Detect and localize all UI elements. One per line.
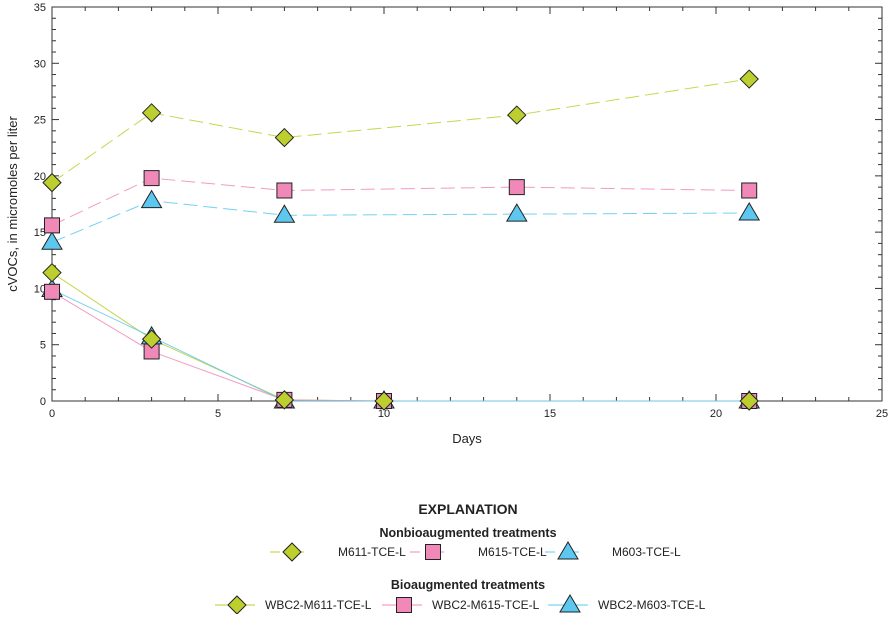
legend-label: M603-TCE-L <box>612 545 681 559</box>
point-WBC2-M611-TCE-L <box>42 262 62 283</box>
point-M603-TCE-L <box>273 204 296 223</box>
plot-frame <box>51 6 883 402</box>
legend-triangle-icon <box>559 594 581 613</box>
y-tick-label: 35 <box>34 2 46 14</box>
point-WBC2-M615-TCE-L <box>44 283 60 300</box>
legend-label: WBC2-M611-TCE-L <box>265 598 372 612</box>
point-M615-TCE-L <box>508 179 525 196</box>
legend-diamond-icon <box>227 595 247 615</box>
point-WBC2-M611-TCE-L <box>141 329 162 349</box>
y-tick-label: 25 <box>34 115 46 127</box>
legend-label: WBC2-M603-TCE-L <box>598 598 706 612</box>
y-tick-label: 20 <box>34 171 46 183</box>
legend-group-bio: Bioaugmented treatments <box>391 578 545 592</box>
point-M611-TCE-L <box>274 127 295 148</box>
point-M611-TCE-L <box>42 172 62 193</box>
legend-item: M611-TCE-L <box>270 542 406 562</box>
y-tick-label: 5 <box>40 340 46 352</box>
y-tick-label: 10 <box>34 283 46 295</box>
y-tick-label: 30 <box>34 58 46 70</box>
point-M603-TCE-L <box>41 231 63 250</box>
legend-diamond-icon <box>282 542 302 562</box>
legend-item: M615-TCE-L <box>410 544 547 560</box>
legend-item: WBC2-M603-TCE-L <box>548 594 706 613</box>
legend-item: WBC2-M611-TCE-L <box>215 595 372 615</box>
point-M611-TCE-L <box>141 103 162 123</box>
point-M611-TCE-L <box>739 69 759 89</box>
point-M603-TCE-L <box>505 203 528 222</box>
point-WBC2-M611-TCE-L <box>274 390 295 410</box>
x-axis-label: Days <box>452 431 482 446</box>
point-M611-TCE-L <box>507 105 527 125</box>
x-tick-label: 25 <box>876 408 888 420</box>
point-WBC2-M611-TCE-L <box>739 391 759 411</box>
legend-label: M615-TCE-L <box>478 545 547 559</box>
point-M603-TCE-L <box>140 189 163 209</box>
x-tick-label: 15 <box>544 408 556 420</box>
point-M603-TCE-L <box>738 202 761 221</box>
legend: EXPLANATION Nonbioaugmented treatments B… <box>215 501 706 615</box>
legend-label: WBC2-M615-TCE-L <box>432 598 540 612</box>
point-WBC2-M611-TCE-L <box>374 391 394 411</box>
y-tick-label: 0 <box>40 396 46 408</box>
legend-group-nonbio: Nonbioaugmented treatments <box>379 526 556 540</box>
y-axis-label: cVOCs, in micromoles per liter <box>5 116 20 292</box>
point-M615-TCE-L <box>44 217 60 234</box>
x-tick-label: 0 <box>49 408 55 420</box>
legend-square-icon <box>396 597 412 613</box>
legend-item: WBC2-M615-TCE-L <box>382 597 540 613</box>
x-tick-label: 10 <box>378 408 390 420</box>
point-M615-TCE-L <box>276 182 293 199</box>
legend-label: M611-TCE-L <box>338 545 406 559</box>
point-M615-TCE-L <box>143 170 160 187</box>
legend-title: EXPLANATION <box>418 501 517 517</box>
legend-triangle-icon <box>557 541 579 560</box>
series-line-M611-TCE-L <box>51 78 750 184</box>
legend-square-icon <box>425 544 441 560</box>
x-tick-label: 5 <box>215 408 221 420</box>
legend-item: M603-TCE-L <box>545 541 681 560</box>
x-tick-label: 20 <box>710 408 722 420</box>
point-M615-TCE-L <box>741 182 758 199</box>
y-tick-label: 15 <box>34 227 46 239</box>
